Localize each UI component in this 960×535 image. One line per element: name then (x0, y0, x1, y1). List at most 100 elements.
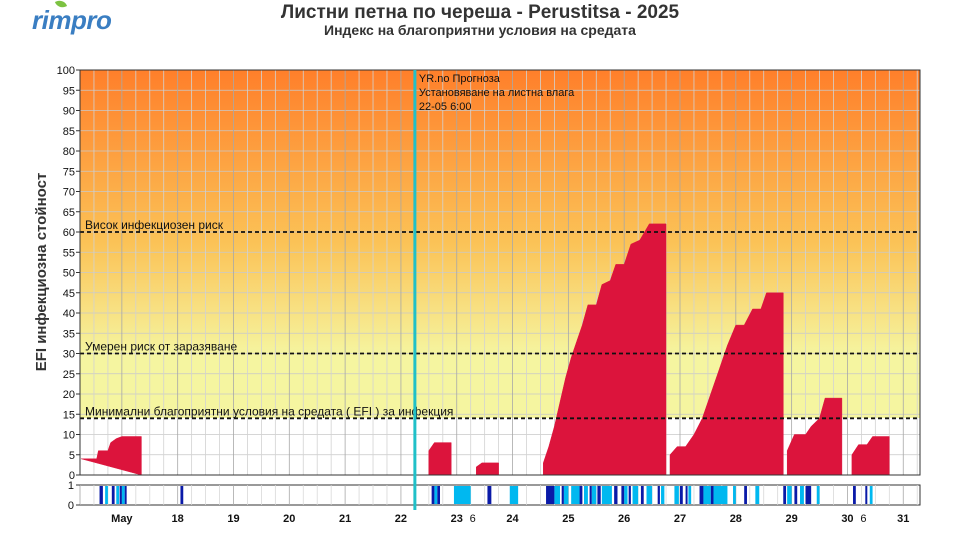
y-tick-label: 60 (63, 227, 75, 239)
forecast-label: YR.no Прогноза (419, 73, 501, 85)
wetness-y-ticks: 01 (68, 480, 80, 512)
wetness-bar-dark (680, 486, 683, 504)
wetness-bar-light (646, 486, 653, 504)
wetness-bar-dark (546, 486, 555, 504)
wetness-bar-light (509, 486, 519, 504)
wetness-bar-light (703, 486, 711, 504)
y-tick-label: 50 (63, 268, 75, 280)
y-tick-label: 10 (63, 430, 75, 442)
x-tick-label: 21 (339, 513, 351, 525)
y-tick-label: 25 (63, 369, 75, 381)
wetness-bar-dark (561, 486, 564, 504)
x-tick-label: 6 (470, 513, 476, 525)
wetness-bar-light (571, 486, 580, 504)
x-tick-label: 30 (841, 513, 853, 525)
plot-area: Висок инфекциозен риск Умерен риск от зар… (57, 65, 921, 482)
y-tick-label: 95 (63, 85, 75, 97)
wetness-bar-light (661, 486, 665, 504)
y-tick-label: 100 (57, 65, 75, 77)
efi-area (851, 436, 890, 475)
wetness-bar-light (632, 486, 639, 504)
wetness-bar-dark (744, 486, 747, 504)
x-tick-label: 26 (618, 513, 630, 525)
threshold-label: Минимални благоприятни условия на средат… (85, 404, 453, 418)
wetness-bar-dark (783, 486, 787, 504)
threshold-label: Умерен риск от заразяване (85, 340, 237, 354)
y-tick-label: 0 (69, 470, 75, 482)
efi-area (786, 397, 843, 475)
efi-area (428, 442, 452, 475)
wetness-bar-dark (710, 486, 714, 504)
x-tick-label: 29 (786, 513, 798, 525)
wetness-bar-light (563, 486, 569, 504)
wetness-bar-light (733, 486, 736, 504)
wetness-bar-light (713, 486, 728, 504)
y-tick-label: 45 (63, 288, 75, 300)
wetness-bar-light (755, 486, 760, 504)
x-tick-label: 25 (562, 513, 574, 525)
wetness-bars (99, 486, 873, 504)
wetness-bar-dark (437, 486, 440, 504)
wetness-bar-dark (699, 486, 704, 504)
chart-subtitle: Индекс на благоприятни условия на средат… (324, 22, 636, 38)
wetness-bar-light (800, 486, 804, 504)
rimpro-logo[interactable]: rimpro (32, 5, 112, 36)
y-tick-label: 40 (63, 308, 75, 320)
wetness-bar-light (787, 486, 792, 504)
wetness-bar-dark (614, 486, 618, 504)
y-tick-label: 75 (63, 166, 75, 178)
efi-area (476, 462, 499, 475)
x-tick-label: 22 (395, 513, 407, 525)
wetness-bar-dark (805, 486, 812, 504)
wetness-bar-light (591, 486, 597, 504)
x-tick-label: 18 (172, 513, 184, 525)
y-tick-label: 80 (63, 146, 75, 158)
plot-background-gradient (80, 70, 920, 418)
x-axis-ticks: May 18 19 20 21 22 23 6 24 25 26 27 28 29 30 6 31 (111, 513, 909, 525)
wetness-bar-dark (111, 486, 115, 504)
x-tick-label: 20 (283, 513, 295, 525)
wetness-bar-light (105, 486, 108, 504)
wetness-bar-light (121, 486, 125, 504)
y-tick-label: 55 (63, 247, 75, 259)
x-tick-label: 23 (451, 513, 463, 525)
y-tick-label: 90 (63, 106, 75, 118)
wetness-bar-dark (865, 486, 868, 504)
y-tick-label: 15 (63, 409, 75, 421)
y-tick-label: 35 (63, 328, 75, 340)
wetness-bar-dark (621, 486, 625, 504)
y-tick-label: 85 (63, 126, 75, 138)
wetness-bar-dark (431, 486, 435, 504)
wetness-bar-light (816, 486, 820, 504)
chart-title: Листни петна по череша - Perustitsa - 20… (280, 2, 680, 23)
wetness-bar-light (116, 486, 120, 504)
x-tick-label: 24 (506, 513, 519, 525)
y-tick-label: 70 (63, 187, 75, 199)
y-tick-label: 20 (63, 389, 75, 401)
y-axis-ticks: 0 5 10 15 20 25 30 35 40 45 50 55 60 65 70 75 80 85 90 95 10… (57, 65, 80, 482)
wetness-y-tick-label: 0 (68, 500, 74, 512)
wetness-bar-light (869, 486, 873, 504)
wetness-bar-light (624, 486, 628, 504)
logo-text: rimpro (32, 5, 112, 35)
threshold-lines: Висок инфекциозен риск Умерен риск от зар… (80, 218, 920, 420)
y-tick-label: 30 (63, 349, 75, 361)
x-tick-label: 28 (730, 513, 742, 525)
wetness-bar-dark (628, 486, 631, 504)
x-tick-label: May (111, 513, 133, 525)
wetness-bar-dark (579, 486, 583, 504)
wetness-bar-dark (99, 486, 103, 504)
wetness-bar-dark (685, 486, 688, 504)
wetness-bar-light (601, 486, 612, 504)
efi-areas (81, 223, 890, 475)
wetness-bar-light (554, 486, 560, 504)
x-tick-label: 19 (227, 513, 239, 525)
wetness-bar-dark (589, 486, 592, 504)
wetness-bar-light (674, 486, 679, 504)
wetness-bar-light (434, 486, 438, 504)
wetness-bar-dark (640, 486, 644, 504)
y-tick-label: 5 (69, 450, 75, 462)
y-tick-label: 65 (63, 207, 75, 219)
wetness-bar-dark (597, 486, 601, 504)
